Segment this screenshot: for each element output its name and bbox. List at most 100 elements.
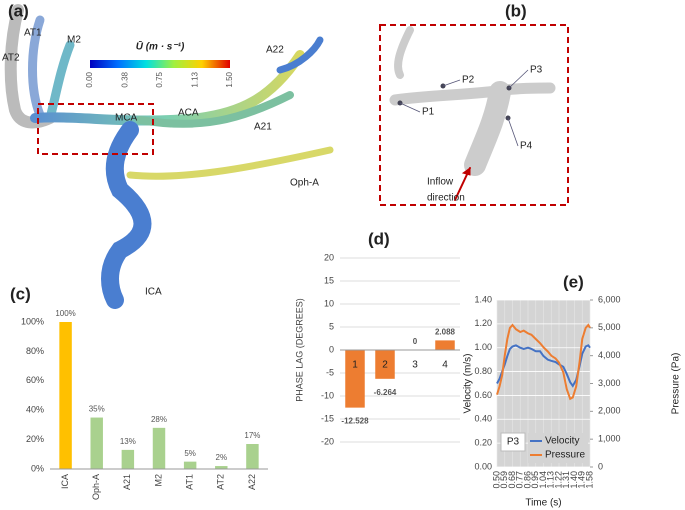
panel-label: (d)	[368, 229, 390, 248]
y-tick-label: -15	[321, 413, 334, 423]
y-tick-label: 100%	[21, 316, 44, 326]
bar	[121, 449, 135, 469]
x-tick-label: A21	[122, 474, 132, 490]
value-label: 17%	[244, 431, 260, 440]
vessel-label: ACA	[178, 108, 199, 119]
legend-label: Velocity	[545, 436, 579, 447]
colorbar-tick: 0.00	[85, 71, 94, 87]
vessel-label: A22	[266, 45, 284, 56]
x-tick-label: AT1	[185, 474, 195, 490]
y-tick-label: 5	[329, 321, 334, 331]
value-label: 2.088	[435, 328, 456, 337]
x-tick-label: 0.50	[491, 471, 501, 489]
leader	[442, 79, 461, 87]
x-tick-label: 1.04	[538, 471, 548, 489]
vessel-label: A21	[254, 122, 272, 133]
panel-b	[389, 26, 556, 201]
panel-label: (c)	[10, 284, 31, 303]
colorbar-title: Ū (m · s⁻¹)	[136, 41, 185, 53]
bar	[59, 322, 72, 469]
x-axis-label: Time (s)	[525, 498, 561, 509]
y2-tick-label: 0	[598, 461, 603, 471]
y-tick-label: 20	[324, 252, 334, 262]
vessel-label: Oph-A	[290, 178, 319, 189]
y-tick-label: 20%	[26, 434, 44, 444]
x-tick-label: 0.95	[530, 471, 540, 489]
bar	[435, 340, 455, 350]
y-tick-label: 0.20	[474, 438, 492, 448]
point-label: P1	[422, 107, 435, 118]
y2-tick-label: 2,000	[598, 406, 621, 416]
leader	[508, 69, 529, 89]
x-tick-label: 1.13	[546, 471, 556, 489]
annotation-box	[500, 432, 526, 452]
bar	[345, 350, 365, 408]
category-label: 2	[382, 360, 388, 371]
annotation: P3	[507, 437, 520, 448]
x-tick-label: 1.31	[561, 471, 571, 489]
leader	[507, 117, 519, 147]
x-tick-label: ICA	[60, 474, 70, 489]
y-tick-label: 1.40	[474, 294, 492, 304]
y-tick-label: 0	[329, 344, 334, 354]
y-tick-label: 40%	[26, 405, 44, 415]
value-label: 13%	[120, 437, 136, 446]
y-axis-label: PHASE LAG (DEGREES)	[294, 298, 304, 402]
inflow-label: Inflow	[427, 177, 454, 188]
y2-tick-label: 5,000	[598, 322, 621, 332]
value-label: 100%	[55, 309, 75, 318]
value-label: 0	[413, 337, 418, 346]
x-tick-label: Oph-A	[91, 474, 101, 500]
value-label: 5%	[184, 449, 196, 458]
value-label: 28%	[151, 415, 167, 424]
bar	[375, 350, 395, 379]
y-tick-label: 60%	[26, 375, 44, 385]
colorbar	[90, 60, 230, 68]
y-tick-label: 0.40	[474, 414, 492, 424]
y-tick-label: 0.80	[474, 366, 492, 376]
vessel-label: ICA	[145, 287, 162, 298]
colorbar-tick: 0.38	[121, 71, 130, 87]
y2-tick-label: 1,000	[598, 434, 621, 444]
colorbar-tick: 1.50	[225, 71, 234, 87]
vessel-label: M2	[67, 35, 81, 46]
y-tick-label: -10	[321, 390, 334, 400]
bar	[152, 427, 166, 469]
y2-axis-label: Pressure (Pa)	[671, 353, 682, 415]
value-label: -12.528	[341, 417, 369, 426]
legend-box	[528, 433, 588, 463]
y-tick-label: -5	[326, 367, 334, 377]
panel-label: (a)	[8, 1, 29, 20]
colorbar-tick: 1.13	[191, 71, 200, 87]
y2-tick-label: 6,000	[598, 294, 621, 304]
point-label: P3	[530, 65, 543, 76]
y-axis-label: Velocity (m/s)	[463, 353, 474, 413]
series-line	[496, 323, 591, 401]
y-tick-label: 0.00	[474, 461, 492, 471]
vessel-label: AT1	[24, 28, 42, 39]
y-tick-label: 80%	[26, 346, 44, 356]
x-tick-label: 0.59	[499, 471, 509, 489]
x-tick-label: 1.49	[577, 471, 587, 489]
x-tick-label: 0.86	[522, 471, 532, 489]
category-label: 3	[412, 360, 418, 371]
panel-label: (e)	[563, 272, 584, 291]
category-label: 1	[352, 360, 358, 371]
y2-tick-label: 4,000	[598, 350, 621, 360]
bar	[183, 461, 197, 469]
leader	[399, 102, 421, 113]
x-tick-label: M2	[153, 474, 163, 487]
panel-b-box	[379, 24, 569, 206]
x-tick-label: 0.68	[507, 471, 517, 489]
y-tick-label: 1.00	[474, 342, 492, 352]
panel-label: (b)	[505, 1, 527, 20]
y-tick-label: 0.60	[474, 390, 492, 400]
point-label: P4	[520, 141, 533, 152]
point-label: P2	[462, 75, 475, 86]
x-tick-label: 1.58	[584, 471, 594, 489]
x-tick-label: AT2	[216, 474, 226, 490]
x-tick-label: 0.77	[515, 471, 525, 489]
category-label: 4	[442, 360, 448, 371]
x-tick-label: A22	[247, 474, 257, 490]
inflow-label: direction	[427, 193, 465, 204]
